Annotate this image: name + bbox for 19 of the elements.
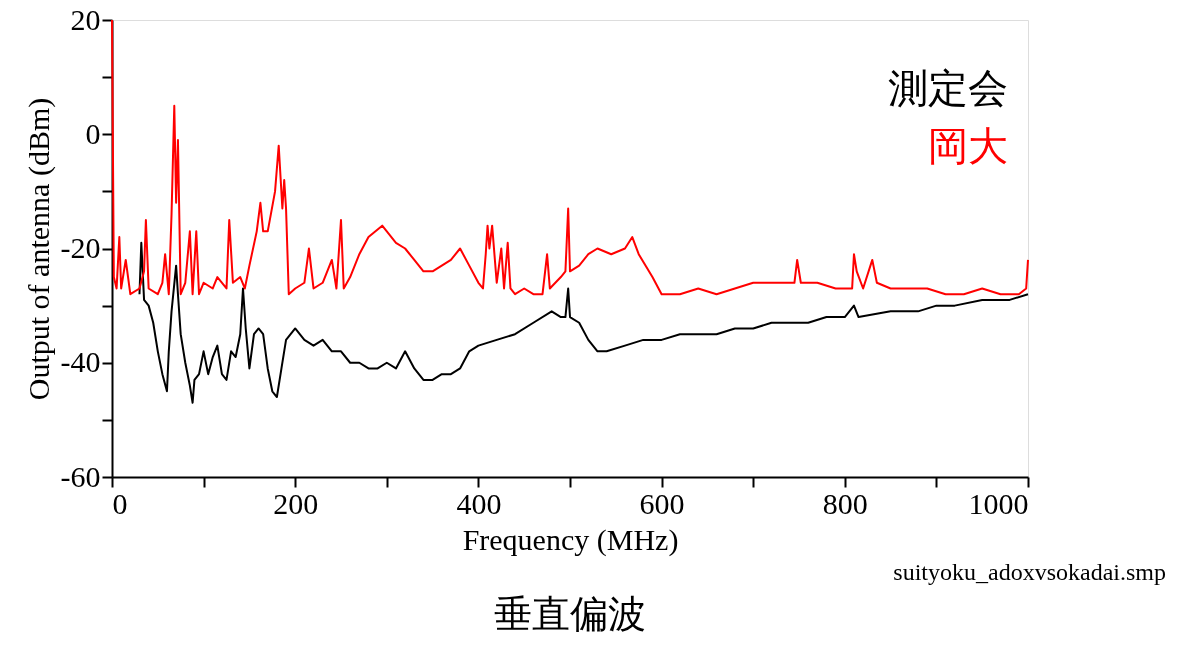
x-tick-label: 400 <box>456 486 502 520</box>
text: 垂直偏波 <box>494 592 646 636</box>
text: suityoku_adoxvsokadai.smp <box>893 559 1166 585</box>
y-tick-label: -20 <box>60 231 101 264</box>
y-axis-title: Output of antenna (dBm) <box>21 97 56 401</box>
x-tick-label: 1000 <box>968 486 1029 520</box>
y-tick-label: 0 <box>85 116 101 150</box>
x-tick-label: 600 <box>639 486 685 520</box>
y-tick-label: -60 <box>60 459 101 493</box>
line-series <box>111 19 1029 296</box>
x-tick-label: 0 <box>112 486 128 520</box>
x-tick-label: 200 <box>273 486 319 520</box>
x-axis-title: Frequency (MHz) <box>462 522 679 557</box>
text: 岡大 <box>928 123 1008 169</box>
y-tick-label: -40 <box>60 345 101 379</box>
y-tick-label: 20 <box>70 2 101 36</box>
text: 測定会 <box>888 65 1008 111</box>
line-series <box>138 241 1029 404</box>
x-tick-label: 800 <box>822 486 868 520</box>
